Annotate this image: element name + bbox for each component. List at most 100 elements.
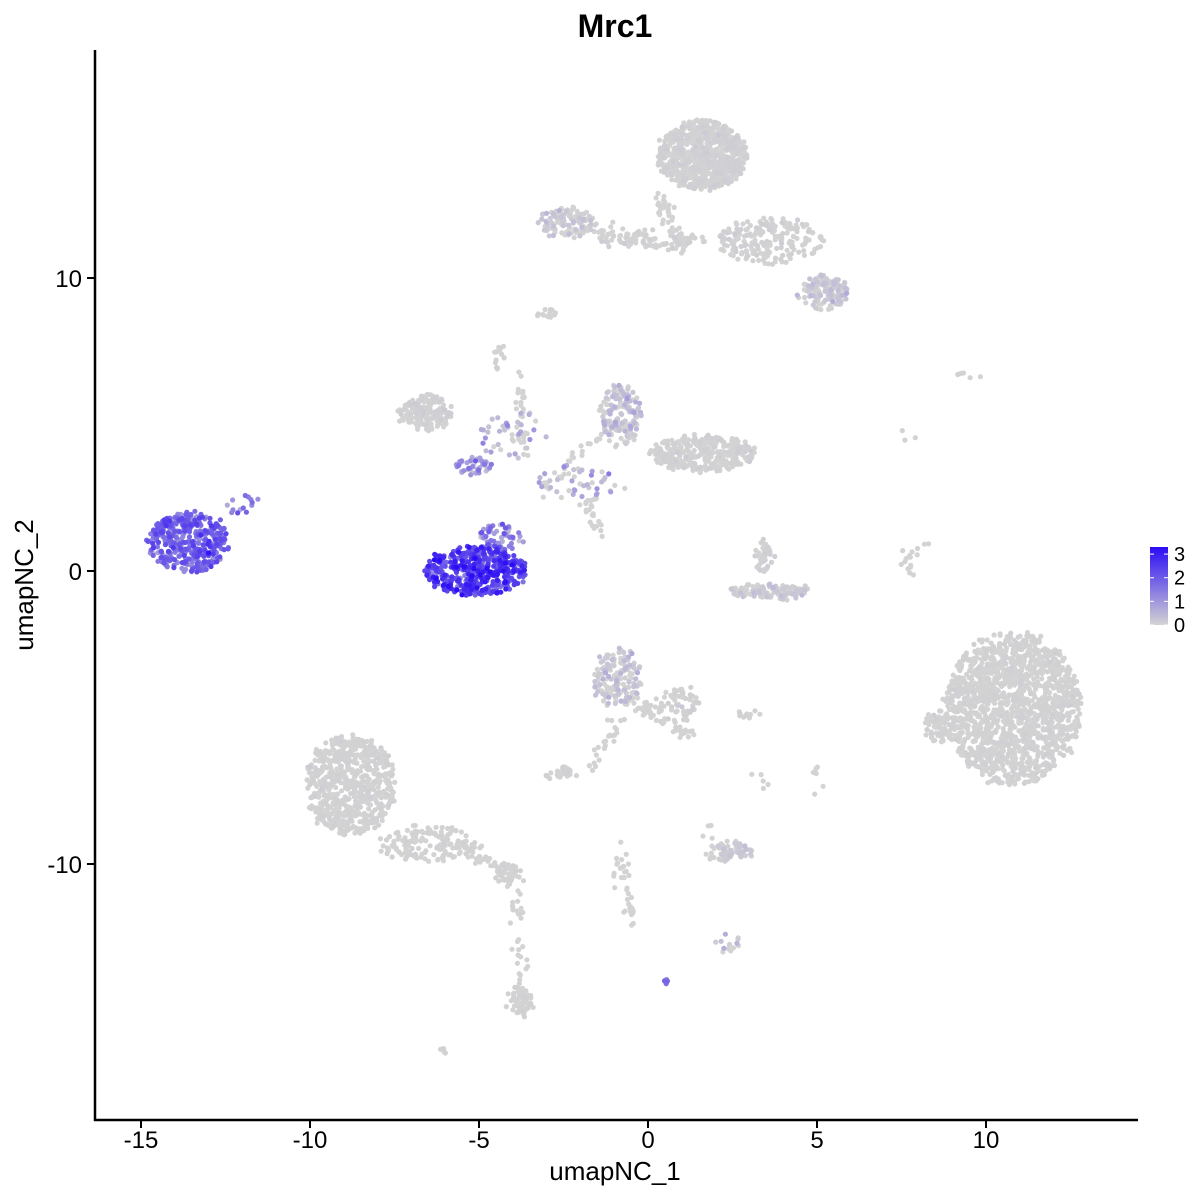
cell-point	[726, 942, 733, 948]
cell-point	[1000, 693, 1006, 699]
cell-point	[704, 123, 710, 129]
cell-point	[656, 210, 662, 216]
cell-point	[949, 736, 955, 743]
cell-point	[385, 753, 392, 759]
cell-point	[463, 851, 469, 857]
cell-point	[431, 399, 437, 405]
cell-point	[718, 246, 724, 253]
cell-point	[1054, 667, 1060, 673]
cell-point	[362, 749, 368, 755]
cell-point	[680, 691, 686, 697]
cell-point	[1004, 709, 1010, 716]
cell-point	[371, 787, 377, 793]
cell-point	[663, 689, 669, 696]
cell-point	[1033, 658, 1039, 664]
cell-point	[332, 802, 338, 808]
cell-point	[632, 708, 639, 714]
cell-point	[765, 261, 772, 267]
cell-point	[591, 760, 597, 766]
chart-title: Mrc1	[578, 8, 653, 44]
cell-point	[745, 582, 751, 588]
cell-point	[543, 772, 549, 779]
cell-point	[752, 708, 758, 714]
cell-point	[354, 742, 360, 748]
cell-point	[608, 224, 614, 230]
cell-point	[995, 688, 1001, 694]
cell-point	[678, 730, 685, 737]
cell-point	[408, 411, 414, 417]
cell-point	[653, 696, 659, 702]
cell-point	[646, 237, 652, 243]
cell-point	[677, 724, 683, 730]
cell-point	[358, 764, 365, 770]
cell-point	[338, 763, 344, 769]
cell-point	[691, 121, 697, 127]
cell-point	[520, 878, 527, 884]
cell-point	[1040, 762, 1046, 768]
cell-point	[721, 449, 727, 455]
cell-point	[377, 836, 383, 842]
cell-point	[445, 832, 451, 838]
cell-point	[795, 217, 801, 223]
cell-point	[365, 800, 371, 807]
cell-point	[962, 749, 969, 756]
cell-point	[707, 165, 713, 171]
cell-point	[1017, 748, 1023, 754]
cell-point	[735, 236, 741, 242]
cell-point	[515, 888, 521, 894]
cell-point	[379, 818, 385, 824]
cell-point	[346, 811, 352, 818]
cell-point	[1047, 689, 1053, 696]
cell-point	[1073, 734, 1079, 740]
cell-point	[350, 732, 356, 738]
cell-point	[784, 597, 790, 603]
cell-point	[1044, 669, 1051, 675]
cell-point	[334, 811, 340, 817]
cell-point	[372, 825, 378, 831]
cell-point	[439, 854, 446, 860]
cell-point	[566, 471, 572, 477]
cell-point	[990, 719, 997, 725]
cell-point	[334, 766, 340, 772]
cell-point	[518, 954, 524, 960]
cell-point	[540, 494, 546, 500]
cell-point	[1007, 669, 1014, 675]
cell-point	[621, 863, 627, 869]
cell-point	[378, 745, 384, 751]
cell-point	[976, 713, 983, 719]
cell-point	[988, 688, 994, 695]
cell-point	[728, 252, 734, 258]
cell-point	[658, 448, 664, 454]
cell-point	[1028, 745, 1034, 751]
cell-point	[709, 843, 715, 849]
cell-point	[517, 977, 523, 983]
cell-point	[739, 249, 745, 256]
cell-point	[708, 850, 715, 856]
cell-point	[361, 758, 367, 764]
cell-point	[961, 695, 968, 702]
cell-point	[936, 732, 942, 738]
cell-point	[601, 739, 607, 745]
cell-point	[624, 235, 630, 241]
cell-point	[659, 221, 666, 227]
cell-point	[688, 234, 694, 241]
cell-point	[457, 849, 463, 855]
cell-point	[1006, 693, 1012, 699]
cell-point	[812, 791, 818, 797]
cell-point	[314, 783, 320, 790]
cell-point	[1021, 699, 1027, 706]
cell-point	[323, 801, 329, 807]
cell-point	[678, 444, 684, 450]
cell-point	[964, 722, 970, 728]
cell-point	[655, 202, 661, 208]
cell-point	[902, 437, 908, 443]
cell-point	[385, 777, 391, 784]
cell-point	[900, 548, 906, 554]
cell-point	[642, 227, 648, 233]
cell-point	[614, 442, 620, 448]
cell-point	[434, 845, 440, 851]
cell-point	[1070, 709, 1076, 715]
cell-point	[972, 703, 978, 709]
cell-point	[351, 794, 357, 800]
cell-point	[803, 300, 809, 306]
